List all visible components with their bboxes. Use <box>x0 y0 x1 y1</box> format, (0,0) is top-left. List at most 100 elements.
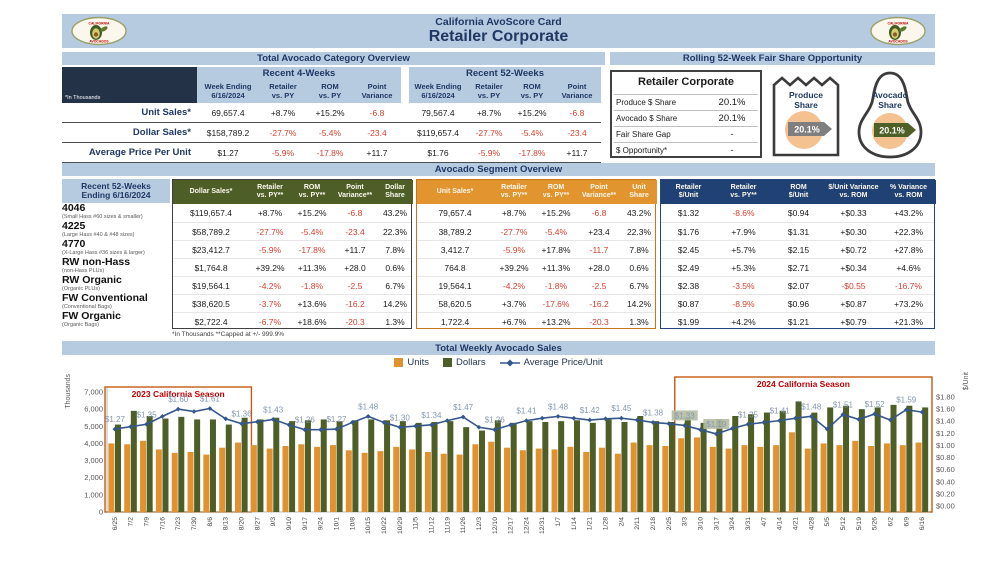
segment-data-row: 3,412.7 -5.9% +17.8% -11.7 7.8% <box>417 240 655 258</box>
column-header: ROM vs. PY** <box>535 180 577 204</box>
segment-data-row: $23,412.7 -5.9% -17.8% +11.7 7.8% <box>173 240 411 258</box>
x-axis-tick-label: 7/2 <box>128 517 135 527</box>
column-header: Retailer vs. PY** <box>716 180 771 204</box>
units-bar <box>788 432 795 512</box>
price-marker <box>761 420 767 425</box>
right-axis-tick-label: $0.00 <box>936 502 955 511</box>
units-bar <box>140 440 147 512</box>
units-bar <box>472 444 479 512</box>
x-axis-tick-label: 10/29 <box>397 517 404 534</box>
value-cell: $1.21 <box>787 316 810 327</box>
y-axis-tick-label: 7,000 <box>84 388 103 397</box>
dollars-bar <box>621 422 628 512</box>
unit-sales-section: Unit Sales* Retailer vs. PY** ROM vs. PY** Po… <box>416 179 657 329</box>
units-bar <box>424 452 431 512</box>
x-axis-tick-label: 6/25 <box>112 517 119 530</box>
dollars-bar <box>115 424 121 512</box>
left-axis-title: Thousands <box>65 374 72 409</box>
dollars-bar <box>874 407 881 512</box>
units-bar <box>298 444 305 512</box>
column-header: Retailer vs. PY** <box>493 180 535 204</box>
price-marker <box>650 420 656 425</box>
category-row: Dollar Sales* $158,789.2 $119,657.4 -27.7% -… <box>62 123 601 143</box>
dollars-bar <box>479 430 486 512</box>
column-header: Retailer vs. PY <box>259 80 307 103</box>
legend-label: Average Price/Unit <box>523 357 603 368</box>
column-header: ROM vs. PY <box>511 80 553 103</box>
x-axis-tick-label: 8/6 <box>207 517 214 527</box>
leaf-icon <box>100 26 108 32</box>
price-marker <box>824 426 830 432</box>
x-axis-tick-label: 2/18 <box>650 517 657 530</box>
right-axis-tick-label: $0.20 <box>936 489 955 498</box>
price-label: $1.27 <box>326 415 347 424</box>
avocado-share-graphic: Avocado Share 20.1% <box>857 71 923 159</box>
units-bar <box>725 448 732 512</box>
dollars-bar <box>558 421 565 512</box>
price-marker <box>571 415 577 421</box>
segment-data-row: $2.38 -3.5% $2.07 -$0.55 -16.7% <box>661 276 934 294</box>
right-axis-tick-label: $0.80 <box>936 453 955 462</box>
value-cell: +5.3% <box>731 262 756 273</box>
value-cell: -11.7 <box>589 244 609 255</box>
value-cell: 6.7% <box>629 280 649 291</box>
produce-share-graphic: Produce Share 20.1% <box>772 76 840 157</box>
price-marker <box>618 415 624 421</box>
price-marker <box>286 422 292 428</box>
value-cell: +$0.79 <box>840 316 867 327</box>
value-cell: -27.7% <box>256 226 284 237</box>
dollars-bar <box>827 407 834 512</box>
units-bar <box>187 452 194 512</box>
segment-label: RW non-Hass (non-Hass PLUs) <box>62 257 170 275</box>
price-marker <box>587 417 593 423</box>
dollars-bar <box>368 419 375 512</box>
price-marker <box>508 422 513 428</box>
value-cell: +$0.87 <box>840 298 867 309</box>
segment-desc: (non-Hass PLUs) <box>62 268 105 274</box>
segment-desc: (Small Hass #60 sizes & smaller) <box>62 214 143 220</box>
recent-52-weeks-header: Recent 52-Weeks <box>409 67 601 80</box>
y-axis-tick-label: 1,000 <box>84 490 103 499</box>
units-bar <box>345 450 352 512</box>
value-cell: -27.7% <box>269 127 297 138</box>
logo-text-top: CALIFORNIA <box>888 22 909 26</box>
units-bar <box>583 452 590 512</box>
x-axis-tick-label: 12/24 <box>523 517 530 534</box>
x-axis-tick-label: 11/26 <box>460 517 467 534</box>
produce-share-label-2: Share <box>794 100 818 110</box>
season-label: 2023 California Season <box>132 389 225 399</box>
value-cell: $1.76 <box>677 226 700 237</box>
fair-share-row: Avocado $ Share 20.1% <box>614 110 758 126</box>
segment-data-row: $2.45 +5.7% $2.15 +$0.72 +27.8% <box>661 240 934 258</box>
units-bar <box>235 442 242 512</box>
column-header: Retailer vs. PY** <box>249 180 291 204</box>
value-cell: +6.7% <box>501 316 527 327</box>
value-cell: +4.6% <box>896 262 921 273</box>
segment-label: FW Conventional (Conventional Bags) <box>62 293 170 311</box>
value-cell: -6.8 <box>369 107 385 118</box>
segment-label: 4046 (Small Hass #60 sizes & smaller) <box>62 203 170 221</box>
value-cell: 43.2% <box>382 207 408 218</box>
value-cell: 14.2% <box>382 298 408 309</box>
value-cell: -17.8% <box>298 244 326 255</box>
value-cell: 0.6% <box>629 262 649 273</box>
segment-data-row: $0.87 -8.9% $0.96 +$0.87 +73.2% <box>661 294 934 312</box>
segment-data-row: 19,564.1 -4.2% -1.8% -2.5 6.7% <box>417 276 655 294</box>
value-cell: -8.9% <box>732 298 755 309</box>
value-cell: 69,657.4 <box>211 107 245 118</box>
value-cell: +5.7% <box>731 244 756 255</box>
value-cell: 1,722.4 <box>440 316 470 327</box>
segment-data-row: $19,564.1 -4.2% -1.8% -2.5 6.7% <box>173 276 411 294</box>
dollars-bar <box>494 420 501 512</box>
segment-code: FW Conventional <box>62 292 148 304</box>
dollars-bar <box>716 419 723 512</box>
dollars-bar <box>668 422 675 512</box>
dollars-bar <box>415 422 422 512</box>
category-corner-cell: *In Thousands <box>62 67 197 103</box>
x-axis-tick-label: 4/14 <box>777 517 784 530</box>
segment-code: 4770 <box>62 238 86 250</box>
dollar-sales-section: Dollar Sales* Retailer vs. PY** ROM vs. PY**… <box>172 179 413 329</box>
dollars-bar <box>289 421 296 512</box>
units-bar <box>329 445 336 512</box>
price-marker <box>112 426 118 432</box>
